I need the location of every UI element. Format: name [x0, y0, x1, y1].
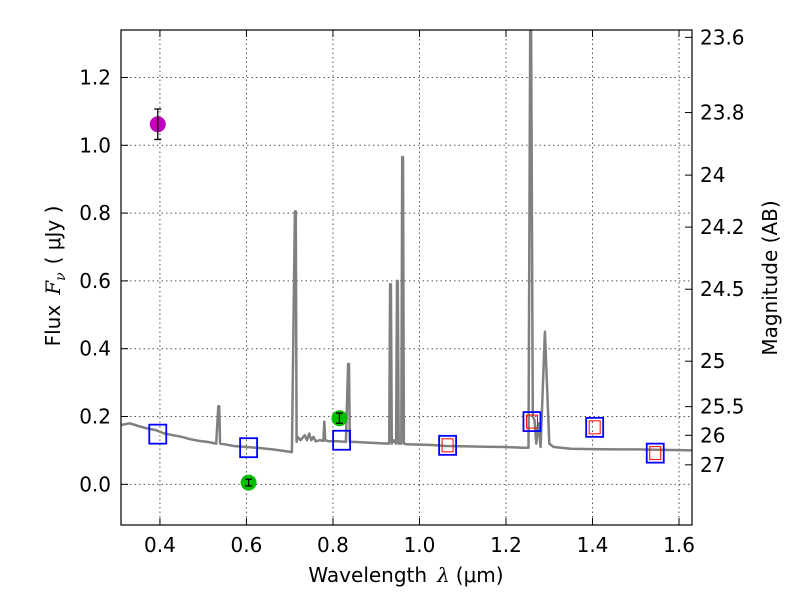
model-photometry-inner-square: [525, 414, 538, 429]
y2-tick-label: 27: [700, 453, 725, 477]
model-photometry-inner-square: [649, 446, 662, 461]
x-axis-title: Wavelength λ (μm): [308, 563, 503, 587]
y2-tick-label: 23.6: [700, 25, 745, 49]
y2-tick-label: 24: [700, 163, 725, 187]
y-tick-label: 0.0: [79, 472, 111, 496]
model-photometry-inner-square: [588, 420, 601, 435]
x-tick-label: 1.2: [490, 533, 522, 557]
y-tick-label: 0.8: [79, 201, 111, 225]
y-tick-label: 1.2: [79, 65, 111, 89]
model-photometry-square: [332, 429, 352, 451]
model-photometry-square: [645, 442, 665, 464]
model-photometry-square: [522, 411, 542, 432]
model-photometry-square: [438, 434, 457, 456]
y-tick-label: 0.6: [79, 269, 111, 293]
model-photometry-square: [585, 416, 605, 438]
x-tick-label: 0.8: [317, 533, 349, 557]
model-photometry-square: [239, 437, 259, 459]
data-series: [121, 30, 692, 491]
y-axis-title: FluxFν( μJy ): [41, 206, 69, 347]
x-tick-label: 1.6: [663, 533, 695, 557]
y2-tick-label: 24.5: [700, 277, 745, 301]
model-sed-line: [121, 30, 692, 454]
plot-frame: [120, 29, 693, 526]
grid-lines: [121, 30, 692, 525]
y-tick-label: 0.4: [79, 337, 111, 361]
axis-ticks: 0.4 0.6 0.8 1.0 1.2 1.4 1.6 0.0 0.2 0.4 0.6 0.8 1.0 1…: [79, 25, 744, 557]
model-photometry-square: [148, 423, 168, 445]
y2-tick-label: 24.2: [700, 215, 745, 239]
y2-tick-label: 25.5: [700, 395, 745, 419]
x-tick-label: 1.4: [577, 533, 609, 557]
y2-tick-label: 25: [700, 349, 725, 373]
x-tick-label: 1.0: [404, 533, 436, 557]
y2-axis-title: Magnitude (AB): [758, 200, 782, 355]
x-tick-label: 0.4: [144, 533, 176, 557]
y2-tick-label: 23.8: [700, 101, 745, 125]
y-tick-label: 1.0: [79, 133, 111, 157]
y2-tick-label: 26: [700, 423, 725, 447]
model-photometry-inner-square: [441, 438, 454, 453]
x-tick-label: 0.6: [231, 533, 263, 557]
y-tick-label: 0.2: [79, 405, 111, 429]
